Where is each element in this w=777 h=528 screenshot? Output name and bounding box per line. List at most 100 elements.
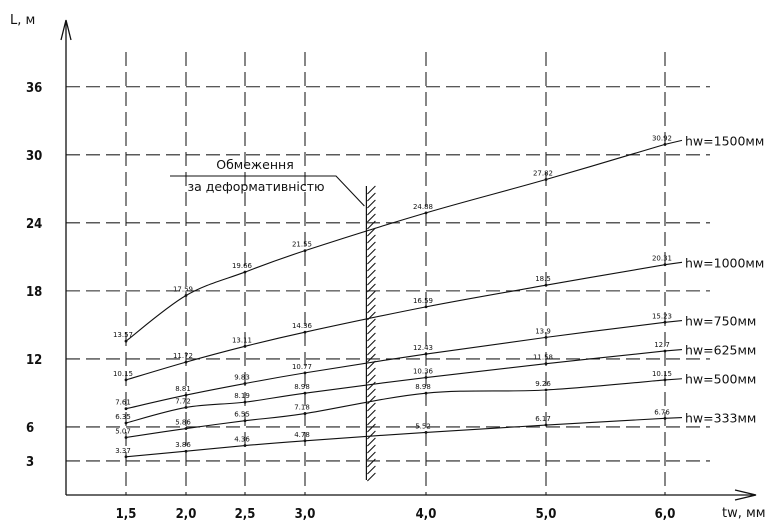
data-label: 13.9 [535, 327, 551, 335]
data-point [184, 449, 188, 453]
data-point [303, 330, 307, 334]
data-point [184, 427, 188, 430]
data-point [243, 444, 247, 447]
series-line: 7.61 8.81 9.83 10.77 12.43 13.9 15.23 hw=750мм [115, 312, 756, 411]
series-name-label: hw=333мм [685, 411, 756, 426]
series-name-label: hw=1500мм [685, 133, 764, 148]
data-label: 15.23 [652, 312, 672, 320]
data-point [663, 416, 667, 420]
series-name-label: hw=750мм [685, 314, 756, 329]
series-curve [125, 139, 683, 342]
data-point [124, 421, 128, 425]
y-tick-label: 3 [26, 455, 34, 470]
data-point [303, 439, 307, 443]
data-point [544, 423, 548, 427]
data-label: 9.26 [535, 380, 551, 388]
y-axis-label: L, м [10, 13, 35, 28]
series-line: 13.57 17.59 19.66 21.55 24.88 27.82 30.92 hw=15… [113, 133, 764, 343]
series-name-label: hw=1000мм [685, 255, 764, 270]
data-label: 3.86 [175, 441, 191, 449]
data-label: 19.66 [232, 262, 253, 270]
series-group: 13.57 17.59 19.66 21.55 24.88 27.82 30.92 hw=15… [113, 133, 764, 459]
data-point [124, 436, 128, 439]
limit-hatch [367, 185, 376, 482]
data-point [303, 249, 307, 253]
x-tick-label: 6,0 [655, 507, 676, 522]
data-label: 27.82 [533, 170, 553, 178]
data-label: 6.17 [535, 415, 551, 423]
data-label: 24.88 [413, 203, 433, 211]
data-point [663, 263, 667, 267]
y-tick-label: 6 [26, 421, 34, 436]
y-tick-label: 36 [26, 81, 42, 96]
data-label: 8.81 [175, 385, 191, 393]
limit-label-line-2: за деформативністю [187, 179, 324, 194]
data-point [424, 391, 428, 395]
x-tick-label: 1,5 [116, 507, 137, 522]
data-label: 10.77 [292, 363, 312, 371]
data-point [124, 378, 128, 382]
x-tick-label: 2,5 [235, 507, 256, 522]
x-tick-label: 5,0 [536, 507, 557, 522]
series-curve [125, 417, 683, 458]
data-label: 12.43 [413, 344, 433, 352]
data-label: 7.61 [115, 399, 131, 407]
data-label: 21.55 [292, 241, 312, 249]
series-curve [125, 320, 683, 410]
data-label: 11.72 [173, 352, 193, 360]
series-name-label: hw=500мм [685, 372, 756, 387]
data-point [184, 406, 188, 409]
data-point [544, 335, 548, 339]
data-label: 5.86 [175, 419, 191, 427]
y-tick-label: 30 [26, 149, 42, 164]
data-label: 16.59 [413, 297, 433, 305]
series-name-label: hw=625мм [685, 343, 756, 358]
data-label: 10.36 [413, 368, 434, 376]
series-curve [125, 261, 683, 381]
data-label: 10.15 [113, 370, 133, 378]
data-label: 7.18 [294, 404, 310, 412]
data-point [184, 360, 188, 364]
data-label: 13.11 [232, 336, 252, 344]
y-tick-label: 12 [26, 353, 42, 368]
data-label: 4.78 [294, 431, 310, 439]
data-point [424, 431, 428, 434]
x-tick-label: 2,0 [176, 507, 197, 522]
data-point [303, 412, 307, 415]
series-line: 6.35 7.72 8.19 8.98 10.36 11.58 12.7 hw=625мм [115, 341, 756, 425]
data-point [544, 178, 548, 181]
data-label: 4.36 [234, 436, 250, 444]
data-label: 8.98 [415, 383, 431, 391]
data-label: 8.98 [294, 383, 310, 391]
limit-annotation: Обмеження за деформативністю [170, 157, 376, 482]
data-label: 30.92 [652, 134, 672, 142]
data-point [124, 455, 128, 459]
data-point [663, 349, 667, 353]
data-point [303, 391, 307, 395]
data-label: 3.37 [115, 447, 131, 455]
data-point [424, 376, 428, 379]
data-point [243, 419, 247, 423]
x-axis-arrow [734, 489, 757, 501]
data-point [544, 283, 548, 287]
data-label: 11.58 [533, 354, 553, 362]
data-label: 14.36 [292, 322, 313, 330]
series-curve [125, 378, 683, 439]
series-line: 3.37 3.86 4.36 4.78 5.52 6.17 6.76 hw=333мм [115, 408, 756, 459]
data-label: 5.07 [115, 428, 131, 436]
data-point [424, 305, 428, 309]
x-axis-label: tw, мм [722, 506, 766, 521]
data-point [243, 382, 247, 385]
data-point [124, 407, 128, 411]
data-point [544, 388, 548, 392]
series-line: 5.07 5.86 6.55 7.18 8.98 9.26 10.15 hw=500мм [115, 370, 756, 439]
data-label: 17.59 [173, 286, 193, 294]
data-label: 6.35 [115, 413, 131, 421]
data-point [124, 339, 128, 343]
data-label: 7.72 [175, 397, 191, 405]
y-tick-label: 24 [26, 217, 42, 232]
data-label: 6.76 [654, 408, 670, 416]
limit-label-line-1: Обмеження [216, 157, 293, 172]
series-curve [125, 348, 683, 424]
